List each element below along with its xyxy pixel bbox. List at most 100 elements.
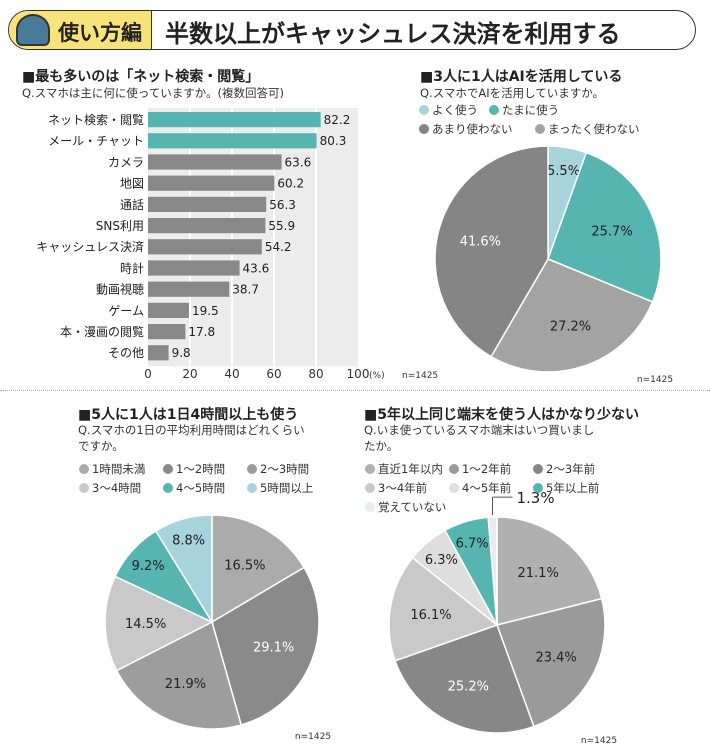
legend-label: 1時間未満	[92, 462, 145, 476]
slice-label: 27.2%	[550, 319, 591, 334]
pie-slice	[388, 556, 499, 662]
slice-label: 8.8%	[172, 534, 205, 549]
x-tick-label: 20	[182, 367, 197, 381]
legend-label: よく使う	[432, 103, 478, 117]
category-label: 通話	[120, 197, 144, 212]
divider	[0, 390, 710, 391]
pie-slice	[496, 516, 603, 626]
legend-dot	[79, 464, 89, 474]
category-label: 本・漫画の閲覧	[60, 325, 144, 339]
pie-slice	[547, 151, 662, 303]
header-bar	[8, 10, 696, 50]
legend-label: たまに使う	[502, 103, 559, 117]
pie-slice	[154, 514, 213, 625]
value-label: 9.8	[172, 346, 191, 360]
slice-label: 6.7%	[456, 536, 489, 551]
legend-dot	[533, 483, 543, 493]
bar	[148, 239, 262, 255]
plot-background	[148, 108, 358, 367]
value-label: 17.8	[188, 325, 215, 339]
bar	[148, 324, 186, 340]
legend-label: まったく使わない	[548, 122, 640, 136]
category-label: キャッシュレス決済	[36, 239, 144, 254]
bar-question: Q.スマホは主に何に使っていますか。(複数回答可)	[22, 86, 285, 100]
bar	[148, 260, 240, 276]
value-label: 38.7	[232, 283, 259, 297]
slice-label: 23.4%	[535, 650, 576, 665]
category-label: その他	[108, 346, 144, 360]
legend-dot	[419, 124, 429, 134]
pie-slice	[115, 620, 243, 730]
bar	[148, 196, 267, 212]
value-label: 19.5	[192, 304, 219, 318]
legend-label: あまり使わない	[432, 122, 513, 136]
category-label: 動画視聴	[96, 282, 144, 297]
n-label: n=1425	[402, 371, 438, 381]
x-tick-label: 40	[224, 367, 239, 381]
value-label: 54.2	[265, 240, 292, 254]
time-title: ■5人に1人は1日4時間以上も使う	[78, 407, 299, 423]
slice-label: 21.9%	[165, 677, 206, 692]
legend-dot	[247, 464, 257, 474]
legend-label: 1〜2年前	[462, 462, 511, 476]
slice-label: 16.1%	[410, 608, 451, 623]
device-title: ■5年以上同じ端末を使う人はかなり少ない	[364, 407, 639, 423]
x-unit: (%)	[369, 371, 385, 381]
slice-label: 16.5%	[224, 558, 265, 573]
category-label: 地図	[120, 177, 144, 191]
legend-label: 2〜3年前	[546, 462, 595, 476]
legend-dot	[535, 124, 545, 134]
ai-title: ■3人に1人はAIを活用している	[420, 69, 623, 85]
bar	[148, 133, 317, 149]
pie-slice	[211, 514, 306, 624]
pie-slice	[394, 624, 535, 734]
legend-dot	[449, 464, 459, 474]
legend-dot	[365, 502, 375, 512]
pie-slice	[211, 566, 320, 726]
bar	[148, 112, 321, 128]
legend-label: 覚えていない	[378, 500, 446, 514]
slice-label: 1.3%	[517, 489, 555, 507]
slice-label: 9.2%	[132, 559, 165, 574]
legend-dot	[79, 483, 89, 493]
category-label: SNS利用	[96, 219, 144, 233]
slice-label: 25.7%	[591, 225, 632, 240]
legend-dot	[365, 483, 375, 493]
legend-label: 直近1年以内	[378, 462, 443, 476]
badge-label: 使い方編	[58, 21, 142, 45]
mascot-icon	[16, 14, 50, 46]
legend-label: 3〜4年前	[378, 481, 427, 495]
legend-dot	[489, 105, 499, 115]
device-question-2: たか。	[364, 439, 399, 453]
slice-label: 21.1%	[518, 566, 559, 581]
bar	[148, 302, 189, 318]
legend-label: 3〜4時間	[92, 481, 141, 495]
value-label: 60.2	[277, 177, 304, 191]
legend-dot	[419, 105, 429, 115]
bar	[148, 154, 282, 170]
legend-dot	[533, 464, 543, 474]
legend-label: 2〜3時間	[260, 462, 309, 476]
value-label: 63.6	[285, 155, 312, 169]
pie-slice	[434, 145, 549, 358]
legend-dot	[449, 483, 459, 493]
slice-label: 14.5%	[125, 617, 166, 632]
value-label: 82.2	[324, 113, 351, 127]
bar	[148, 281, 230, 297]
legend-label: 1〜2時間	[176, 462, 225, 476]
value-label: 80.3	[320, 134, 347, 148]
x-tick-label: 100	[347, 367, 370, 381]
bar-title: ■最も多いのは「ネット検索・閲覧」	[22, 69, 260, 85]
slice-label: 5.5%	[547, 164, 580, 179]
category-label: カメラ	[108, 155, 144, 169]
x-tick-label: 80	[308, 367, 323, 381]
slice-label: 25.2%	[448, 680, 489, 695]
device-question-1: Q.いま使っているスマホ端末はいつ買いまし	[364, 423, 595, 437]
legend-dot	[163, 483, 173, 493]
value-label: 56.3	[269, 198, 296, 212]
legend-dot	[247, 483, 257, 493]
n-label: n=1425	[295, 732, 331, 742]
pie-slice	[104, 575, 214, 672]
